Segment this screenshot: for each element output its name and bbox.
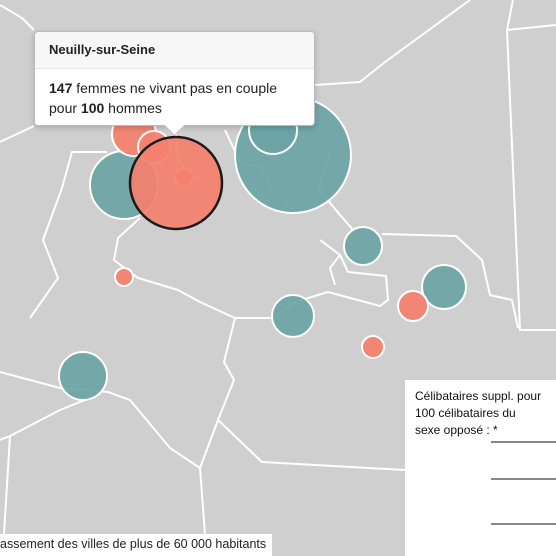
city-bubble-teal-center-east[interactable] xyxy=(343,226,383,266)
tooltip-city-name: Neuilly-sur-Seine xyxy=(35,32,314,69)
city-bubble-teal-east[interactable] xyxy=(421,264,467,310)
city-bubble-orange-east[interactable] xyxy=(397,290,429,322)
city-bubble-neuilly-sur-seine[interactable] xyxy=(128,135,224,231)
tooltip-line2-prefix: pour xyxy=(49,100,81,116)
legend-circles xyxy=(491,441,556,525)
tooltip-line-1: 147 femmes ne vivant pas en couple xyxy=(49,78,300,98)
tooltip-women-value: 147 xyxy=(49,80,73,96)
border-line xyxy=(217,317,406,471)
border-line xyxy=(0,4,35,31)
border-line xyxy=(381,233,519,329)
legend-title: Célibataires suppl. pour 100 célibataire… xyxy=(415,389,542,437)
size-legend: Célibataires suppl. pour 100 célibataire… xyxy=(405,380,556,556)
border-line xyxy=(314,0,471,86)
tooltip-men-value: 100 xyxy=(80,100,105,116)
border-line xyxy=(329,254,349,286)
city-bubble-orange-small-southeast[interactable] xyxy=(361,335,385,359)
tooltip-line-2: pour 100 hommes xyxy=(49,98,300,118)
border-line xyxy=(199,467,206,535)
tooltip-body: 147 femmes ne vivant pas en couple pour … xyxy=(35,69,314,118)
city-bubble-orange-small-west[interactable] xyxy=(114,267,134,287)
city-bubble-teal-center[interactable] xyxy=(271,294,315,338)
bubble-layer[interactable] xyxy=(58,96,467,401)
tooltip-men-text: hommes xyxy=(104,100,162,116)
border-line xyxy=(3,435,11,535)
border-line xyxy=(0,125,35,143)
city-bubble-teal-southwest[interactable] xyxy=(58,351,108,401)
border-line xyxy=(29,151,107,319)
footer-caption: assement des villes de plus de 60 000 ha… xyxy=(0,534,273,556)
border-line xyxy=(506,29,556,331)
city-tooltip: Neuilly-sur-Seine 147 femmes ne vivant p… xyxy=(34,31,315,137)
border-line xyxy=(0,393,101,441)
tooltip-women-text: femmes ne vivant pas en couple xyxy=(72,80,278,96)
